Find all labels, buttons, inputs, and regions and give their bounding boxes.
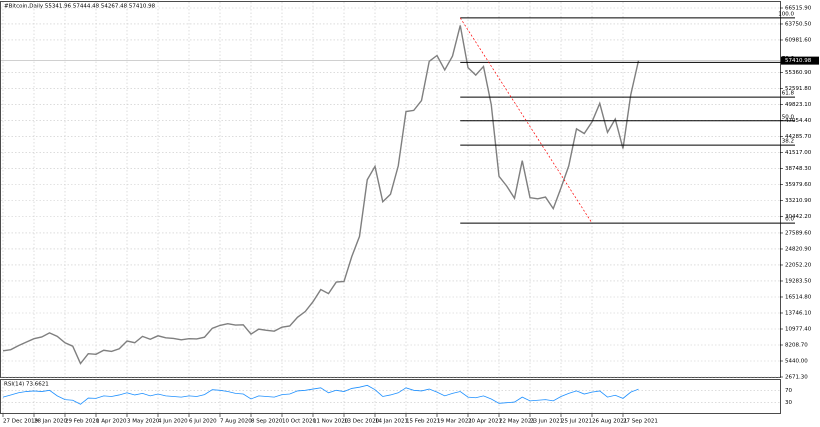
y-tick-label: 22052.20 — [785, 262, 812, 268]
y-tick-label: 47054.40 — [785, 118, 812, 124]
fib-label: 61.8 — [782, 91, 795, 97]
y-tick-label: 5440.00 — [785, 358, 808, 364]
y-tick-label: 27589.60 — [785, 230, 812, 236]
x-tick-label: 20 Apr 2021 — [468, 419, 502, 425]
x-tick-label: 8 Sep 2020 — [251, 419, 283, 425]
x-tick-label: 19 Mar 2021 — [437, 419, 472, 425]
fib-label: 100.0 — [778, 11, 794, 17]
y-tick-label: 44285.70 — [785, 134, 812, 140]
price-tag-label: 57410.98 — [785, 58, 812, 64]
y-tick-label: 60981.60 — [785, 37, 812, 43]
y-tick-label: 10977.40 — [785, 326, 812, 332]
y-tick-label: 2671.30 — [785, 375, 808, 381]
fib-trendline — [459, 17, 593, 224]
y-tick-label: 24820.90 — [785, 246, 812, 252]
fib-label: 38.2 — [782, 139, 794, 145]
x-tick-label: 10 Oct 2020 — [282, 419, 317, 425]
x-tick-label: 4 Jun 2020 — [158, 419, 188, 425]
y-tick-label: 41517.00 — [785, 150, 812, 156]
rsi-tick-label: 30 — [785, 400, 792, 406]
y-tick-label: 33210.90 — [785, 198, 812, 204]
y-tick-label: 38748.30 — [785, 166, 812, 172]
rsi-panel — [0, 379, 781, 414]
x-tick-label: 13 Dec 2020 — [344, 419, 380, 425]
rsi-title: RSI(14) 73.6621 — [4, 382, 49, 388]
rsi-tick-label: 70 — [785, 388, 792, 394]
y-tick-label: 49823.10 — [785, 102, 812, 108]
rsi-line — [2, 384, 639, 405]
y-tick-label: 30442.20 — [785, 214, 812, 220]
y-tick-label: 63750.50 — [785, 21, 812, 27]
x-tick-label: 26 Aug 2021 — [592, 419, 627, 425]
x-tick-label: 25 Jul 2021 — [561, 419, 592, 425]
x-tick-label: 3 May 2020 — [127, 419, 160, 425]
x-tick-label: 27 Sep 2021 — [623, 419, 658, 425]
x-tick-label: 11 Nov 2020 — [313, 419, 349, 425]
y-tick-label: 16514.80 — [785, 294, 812, 300]
y-tick-label: 55360.90 — [785, 70, 812, 76]
price-tag — [781, 56, 819, 65]
x-tick-label: 27 Dec 2019 — [3, 419, 39, 425]
y-tick-label: 8208.70 — [785, 342, 808, 348]
price-panel — [0, 1, 781, 378]
y-tick-label: 13746.10 — [785, 310, 812, 316]
x-tick-label: 23 Jun 2021 — [530, 419, 563, 425]
y-tick-label: 19283.50 — [785, 278, 812, 284]
x-tick-label: 7 Aug 2020 — [220, 419, 252, 425]
price-line — [2, 25, 640, 365]
x-tick-label: 15 Feb 2021 — [406, 419, 440, 425]
chart-title: #Bitcoin,Daily 55341.96 57444.48 54267.4… — [4, 4, 156, 10]
x-tick-label: 28 Jan 2020 — [34, 419, 67, 425]
y-tick-label: 52591.80 — [785, 86, 812, 92]
x-tick-label: 29 Feb 2020 — [65, 419, 100, 425]
fib-label: 0.0 — [785, 217, 794, 223]
x-tick-label: 6 Jul 2020 — [189, 419, 217, 425]
y-tick-label: 66515.90 — [785, 6, 812, 12]
x-tick-label: 14 Jan 2021 — [375, 419, 408, 425]
x-tick-label: 22 May 2021 — [499, 419, 535, 425]
fib-label: 50.0 — [782, 114, 795, 120]
x-tick-label: 1 Apr 2020 — [96, 419, 127, 425]
y-tick-label: 35979.60 — [785, 182, 812, 188]
